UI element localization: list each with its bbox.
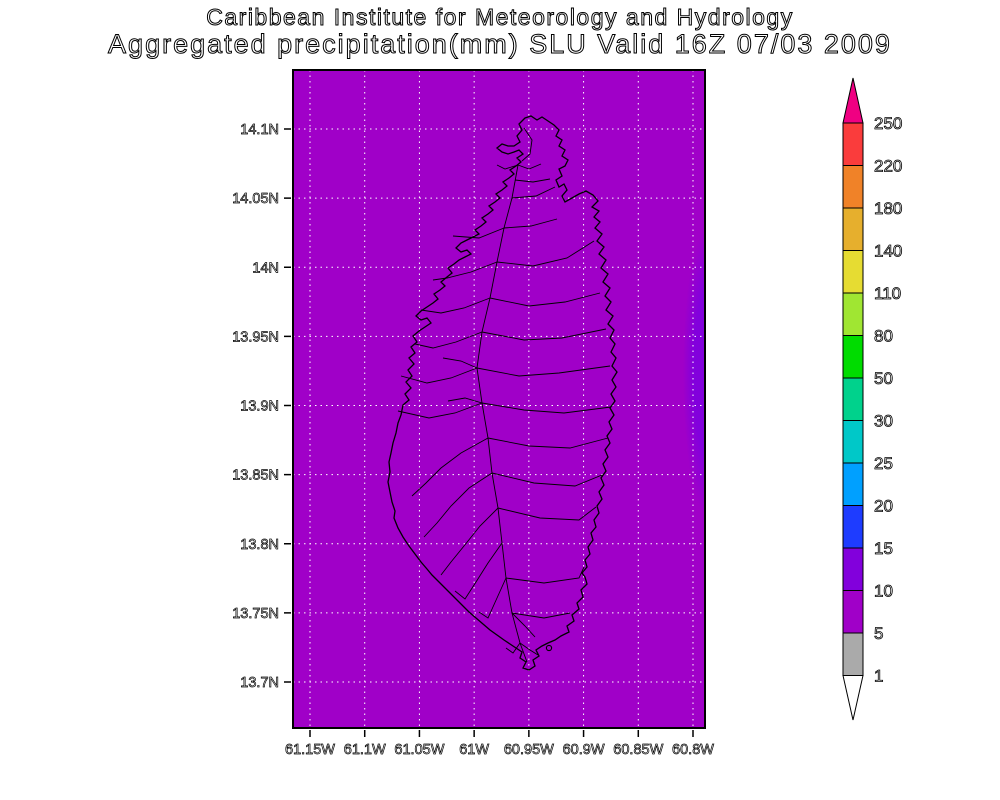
lon-label: 60.85W — [613, 742, 663, 758]
colorbar-label: 110 — [874, 284, 901, 303]
colorbar-label: 25 — [874, 454, 893, 473]
colorbar-top-arrow — [842, 77, 864, 124]
colorbar-segment — [842, 505, 864, 549]
colorbar-label: 220 — [874, 157, 902, 176]
saint-lucia-map — [387, 115, 618, 671]
lat-label: 13.75N — [232, 606, 279, 622]
colorbar-segment — [842, 165, 864, 209]
colorbar-bottom-arrow — [842, 675, 864, 721]
lon-label: 60.95W — [504, 742, 554, 758]
lat-label: 13.7N — [240, 675, 279, 691]
lon-label: 61.05W — [394, 742, 444, 758]
precip-field-background — [293, 70, 705, 728]
lat-label: 13.85N — [232, 468, 279, 484]
axis-ticks-and-labels: 14.1N 14.05N 14N 13.95N 13.9N 13.85N 13.8N 13.7… — [232, 122, 715, 759]
colorbar-label: 50 — [874, 369, 893, 388]
colorbar-label: 140 — [874, 242, 902, 261]
colorbar-label: 15 — [874, 539, 893, 558]
map-frame — [292, 69, 706, 729]
maria-islet — [545, 644, 553, 652]
colorbar-label: 250 — [874, 114, 902, 133]
lon-label: 61.1W — [344, 742, 386, 758]
colorbar-label: 1 — [874, 667, 883, 686]
lat-label: 14.1N — [240, 122, 279, 138]
colorbar-legend: 250 220 180 140 110 80 50 30 25 20 15 10 5 1 — [842, 77, 903, 721]
colorbar-segment — [842, 590, 864, 634]
watershed-boundary-lines — [397, 127, 612, 663]
title-product: Aggregated precipitation(mm) SLU Valid 1… — [108, 29, 892, 59]
title-institution: Caribbean Institute for Meteorology and … — [206, 4, 793, 30]
colorbar-label: 10 — [874, 582, 893, 601]
colorbar-segment — [842, 632, 864, 676]
colorbar-segment — [842, 420, 864, 464]
precip-patch-10-15mm — [683, 230, 705, 514]
header: Caribbean Institute for Meteorology and … — [108, 4, 892, 60]
colorbar-segment — [842, 462, 864, 506]
colorbar-label: 80 — [874, 327, 893, 346]
lat-label: 13.95N — [232, 329, 279, 345]
lon-label: 61W — [459, 742, 489, 758]
colorbar-label: 5 — [874, 624, 883, 643]
colorbar-segment — [842, 250, 864, 294]
lat-label: 13.9N — [240, 399, 279, 415]
lat-label: 14.05N — [232, 191, 279, 207]
colorbar-segment — [842, 122, 864, 166]
colorbar-label: 30 — [874, 412, 893, 431]
colorbar-segment — [842, 207, 864, 251]
lat-label: 14N — [252, 260, 279, 276]
colorbar-label: 180 — [874, 199, 902, 218]
lat-label: 13.8N — [240, 537, 279, 553]
colorbar-segment — [842, 335, 864, 379]
lon-label: 60.9W — [563, 742, 605, 758]
colorbar-segment — [842, 292, 864, 336]
colorbar-segment — [842, 547, 864, 591]
colorbar-segment — [842, 377, 864, 421]
lon-label: 61.15W — [285, 742, 335, 758]
lon-label: 60.8W — [672, 742, 714, 758]
map-plot-area: 14.1N 14.05N 14N 13.95N 13.9N 13.85N 13.8N 13.7… — [232, 69, 715, 758]
colorbar-label: 20 — [874, 497, 893, 516]
